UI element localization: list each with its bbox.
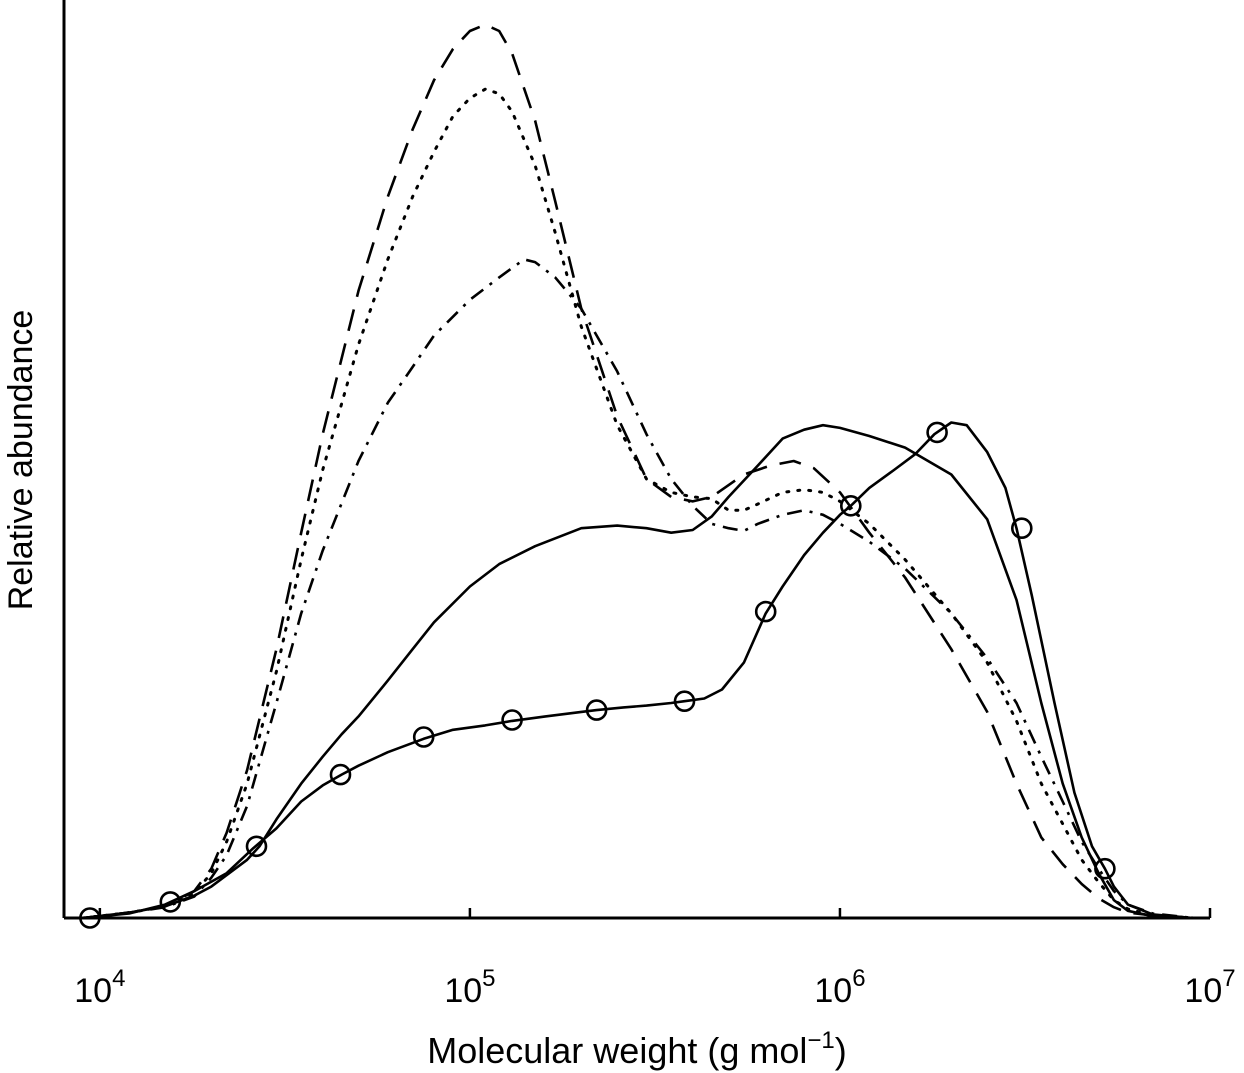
x-tick-label: 106 <box>814 965 865 1010</box>
x-tick-label-exponent: 7 <box>1222 965 1235 992</box>
circle-marker <box>159 891 182 913</box>
circle-marker <box>754 600 777 623</box>
x-tick-label: 104 <box>74 965 125 1010</box>
circle-marker <box>585 699 608 721</box>
series-dash-dot <box>82 258 1194 920</box>
series-line-solid-with-circles <box>82 421 1194 920</box>
circle-marker <box>673 690 696 713</box>
circle-marker <box>926 421 948 444</box>
x-axis-label-close: ) <box>835 1030 847 1071</box>
x-tick-label-exponent: 4 <box>112 965 125 992</box>
x-tick-label-base: 10 <box>74 972 112 1010</box>
x-tick-label-base: 10 <box>814 972 852 1010</box>
series-layer <box>79 23 1195 929</box>
circle-marker <box>501 709 523 731</box>
series-line-dotted <box>81 87 1195 920</box>
x-tick-label-base: 10 <box>444 972 482 1010</box>
x-tick-label: 107 <box>1184 965 1235 1010</box>
x-axis-label: Molecular weight (g mol−1) <box>427 1027 847 1071</box>
series-line-solid <box>82 423 1194 920</box>
x-axis-label-superscript: −1 <box>807 1027 834 1054</box>
x-tick-label-base: 10 <box>1184 972 1222 1010</box>
x-tick-label: 105 <box>444 965 495 1010</box>
circle-marker <box>245 835 268 858</box>
circle-marker <box>412 726 435 748</box>
x-tick-layer: 104 105 106 107 <box>74 908 1236 1010</box>
circle-marker <box>839 494 862 517</box>
circle-marker <box>1010 517 1033 540</box>
circle-marker <box>1094 857 1116 880</box>
series-solid-with-circles <box>79 421 1194 929</box>
x-tick-label-exponent: 5 <box>482 965 495 992</box>
series-dotted <box>81 87 1195 920</box>
circle-marker <box>329 763 352 786</box>
series-line-dash-dot <box>82 258 1194 920</box>
x-axis-label-main: Molecular weight (g mol <box>427 1030 807 1071</box>
x-tick-label-exponent: 6 <box>852 965 865 992</box>
y-axis-label: Relative abundance <box>2 310 40 611</box>
series-solid <box>82 423 1194 920</box>
